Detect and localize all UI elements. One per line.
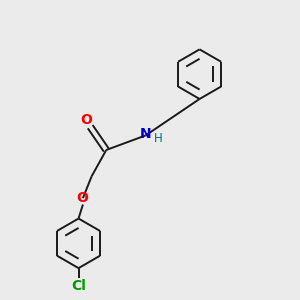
Text: H: H: [154, 132, 162, 146]
Text: O: O: [76, 191, 88, 205]
Text: Cl: Cl: [71, 279, 86, 293]
Text: N: N: [140, 127, 152, 141]
Text: O: O: [80, 113, 92, 127]
